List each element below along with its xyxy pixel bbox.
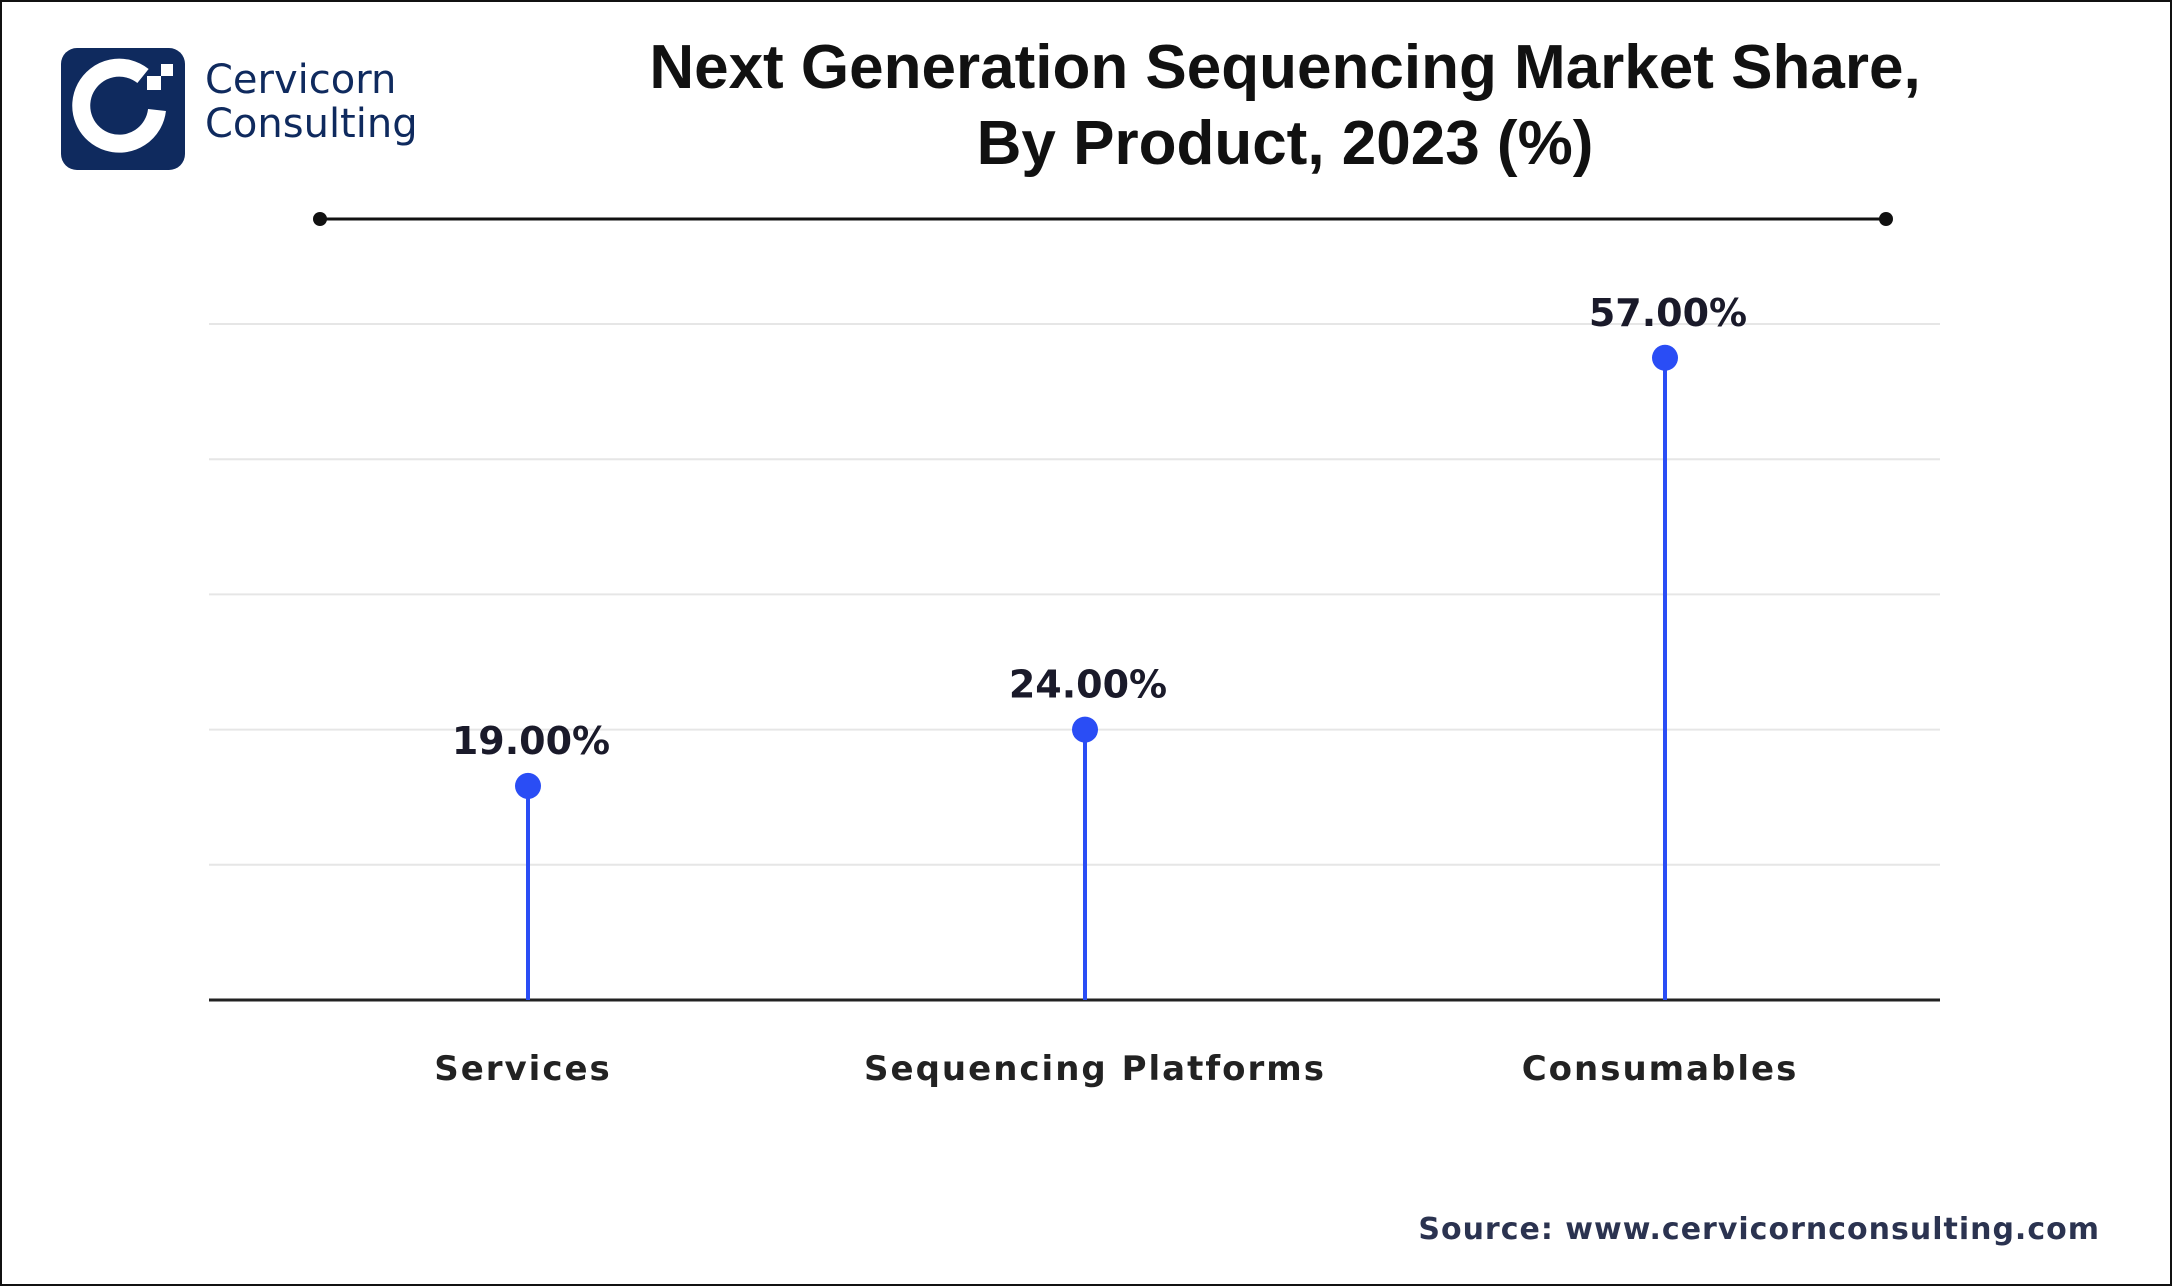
data-label: 57.00% xyxy=(1589,291,1747,335)
lollipop-dot xyxy=(515,772,541,799)
data-label: 19.00% xyxy=(452,719,610,763)
brand-line-1: Cervicorn xyxy=(205,57,397,103)
source-text: Source: www.cervicornconsulting.com xyxy=(1418,1212,2100,1247)
brand-line-2: Consulting xyxy=(205,101,418,147)
category-label: Consumables xyxy=(1522,1049,1799,1089)
divider-dot-right xyxy=(1879,212,1893,226)
brand-name: Cervicorn Consulting xyxy=(205,58,418,146)
category-label: Services xyxy=(434,1049,612,1089)
chart-title: Next Generation Sequencing Market Share,… xyxy=(470,30,2100,182)
category-label: Sequencing Platforms xyxy=(864,1049,1326,1089)
title-line-1: Next Generation Sequencing Market Share, xyxy=(649,33,1921,102)
cervicorn-logo xyxy=(61,48,185,170)
divider-dot-left xyxy=(313,212,327,226)
lollipop-dot xyxy=(1072,716,1098,743)
title-line-2: By Product, 2023 (%) xyxy=(976,109,1594,178)
lollipop-dot xyxy=(1652,344,1678,371)
data-label: 24.00% xyxy=(1009,663,1167,707)
